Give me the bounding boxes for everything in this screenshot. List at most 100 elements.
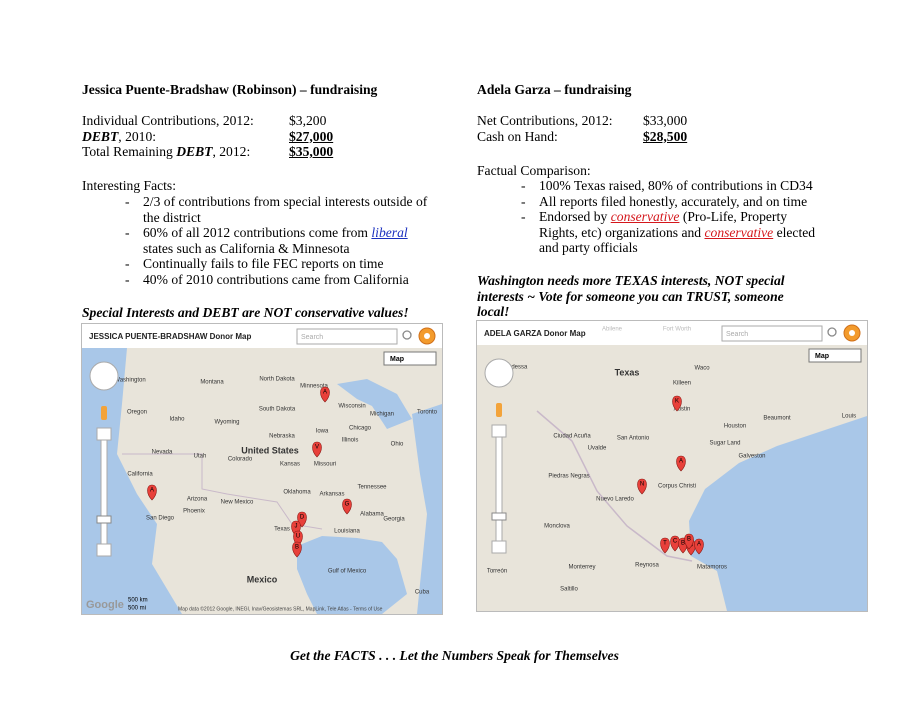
credits: Map data ©2012 Google, INEGI, Inav/Geosi…: [178, 605, 383, 612]
right-slogan: Washington needs more TEXAS interests, N…: [477, 273, 785, 320]
text-part: 60% of all 2012 contributions come from: [143, 225, 372, 241]
left-slogan: Special Interests and DEBT are NOT conse…: [82, 305, 409, 320]
marker: [676, 455, 686, 472]
place-label: Montana: [200, 380, 224, 386]
place-label: Wisconsin: [338, 404, 365, 410]
marker-letter: B: [295, 545, 299, 551]
place-label: Washington: [114, 378, 145, 384]
right-map: Abilene Fort Worth Odessa Texas Waco Killeen A…: [476, 320, 868, 612]
place-label: Tennessee: [357, 485, 387, 491]
scale-mi: 500 mi: [128, 606, 146, 612]
place-label: Texas: [274, 527, 290, 533]
place-label: Cuba: [415, 590, 430, 596]
gulf: [689, 416, 867, 611]
text-part: Individual Contributions, 2012:: [82, 113, 254, 128]
place-label: Georgia: [383, 517, 405, 523]
lakes: [337, 379, 412, 429]
marker-letter: B: [681, 541, 685, 547]
locate-dot: [424, 333, 430, 339]
border: [536, 410, 693, 562]
place-label: Idaho: [169, 417, 185, 423]
finance-row: Cash on Hand: $28,500: [477, 128, 687, 145]
fact: 40% of 2010 contributions came from Cali…: [125, 272, 441, 288]
finance-label: Total Remaining DEBT, 2012:: [82, 144, 250, 159]
left-facts: 2/3 of contributions from special intere…: [125, 194, 441, 288]
marker-letter: K: [675, 399, 679, 405]
left-title: Jessica Puente-Bradshaw (Robinson) – fun…: [82, 82, 378, 97]
place-label: Louisiana: [334, 529, 360, 535]
place-label: Gulf of Mexico: [328, 569, 367, 575]
place-label: Oregon: [127, 410, 147, 416]
scale-km: 500 km: [128, 598, 148, 604]
place-label: Phoenix: [183, 509, 205, 515]
place-label: Austin: [674, 407, 691, 413]
text-part: All reports filed honestly, accurately, …: [539, 193, 808, 209]
text-part: states such as California & Minnesota: [143, 240, 350, 256]
gulf: [297, 536, 407, 614]
atlantic: [412, 404, 442, 614]
marker-letter: D: [300, 515, 305, 521]
marker: [342, 498, 352, 515]
place-label: Ohio: [391, 442, 404, 448]
link: conservative: [610, 209, 680, 225]
finance-row: Net Contributions, 2012: $33,000: [477, 113, 687, 129]
search-placeholder: Search: [726, 331, 748, 338]
fact: Continually fails to file FEC reports on…: [125, 256, 441, 272]
place-label: Chicago: [349, 426, 372, 432]
search-icon: [827, 327, 837, 337]
text-part: Continually fails to file FEC reports on…: [143, 256, 384, 272]
marker: [320, 386, 330, 403]
place-label: South Dakota: [259, 407, 296, 413]
text-part: , 2012:: [212, 144, 251, 160]
place-label: Uvalde: [588, 446, 607, 452]
place-label: Monterrey: [568, 565, 595, 571]
place-label: United States: [241, 445, 299, 455]
place-label: Illinois: [342, 438, 359, 444]
search-icon: [402, 330, 412, 340]
finance-amount: $27,000: [289, 128, 334, 144]
marker-letter: A: [150, 488, 154, 494]
pegman: [101, 406, 107, 420]
place-label: Abilene: [602, 327, 623, 333]
map-type-label: Map: [390, 356, 404, 363]
map-type-button: [383, 351, 437, 366]
finance-label: Net Contributions, 2012:: [477, 113, 613, 128]
place-label: California: [127, 472, 153, 478]
text-part: Endorsed by: [539, 209, 611, 225]
marker-letter: A: [697, 542, 701, 548]
place-label: Colorado: [228, 457, 253, 463]
place-label: Missouri: [314, 462, 336, 468]
link: conservative: [704, 224, 774, 240]
place-label: Torreón: [487, 569, 507, 575]
search-placeholder: Search: [301, 334, 323, 341]
text-part: 40% of 2010 contributions came from Cali…: [143, 271, 409, 287]
marker: [292, 541, 302, 558]
search-box: [721, 325, 823, 342]
text-part: Total Remaining: [82, 144, 177, 160]
map-title: ADELA GARZA Donor Map: [484, 329, 586, 338]
left-map: Washington Montana North Dakota South Dakot…: [81, 323, 443, 615]
place-label: San Diego: [146, 516, 175, 522]
pegman: [496, 403, 502, 417]
map-type-button: [808, 348, 862, 363]
text-part: Cash on Hand:: [477, 128, 558, 144]
zoom-slider: [100, 435, 108, 549]
finance-amount: $28,500: [643, 128, 688, 144]
text-part: 100% Texas raised, 80% of contributions …: [539, 178, 813, 193]
text-part: , 2010:: [118, 128, 157, 144]
finance-amount: $35,000: [289, 144, 334, 160]
marker: [147, 484, 157, 501]
place-label: North Dakota: [259, 377, 295, 383]
finance-amount: $33,000: [643, 113, 688, 128]
finance-amount: $3,200: [289, 113, 327, 128]
marker: [684, 533, 694, 550]
finance-row: Individual Contributions, 2012: $3,200: [82, 113, 326, 129]
marker-letter: N: [640, 482, 644, 488]
place-label: Alabama: [360, 512, 384, 518]
marker-letter: A: [323, 390, 327, 396]
place-label: Wyoming: [215, 420, 240, 426]
place-label: Iowa: [316, 429, 329, 435]
place-label: Nevada: [152, 450, 173, 456]
pan-control: [89, 361, 119, 391]
